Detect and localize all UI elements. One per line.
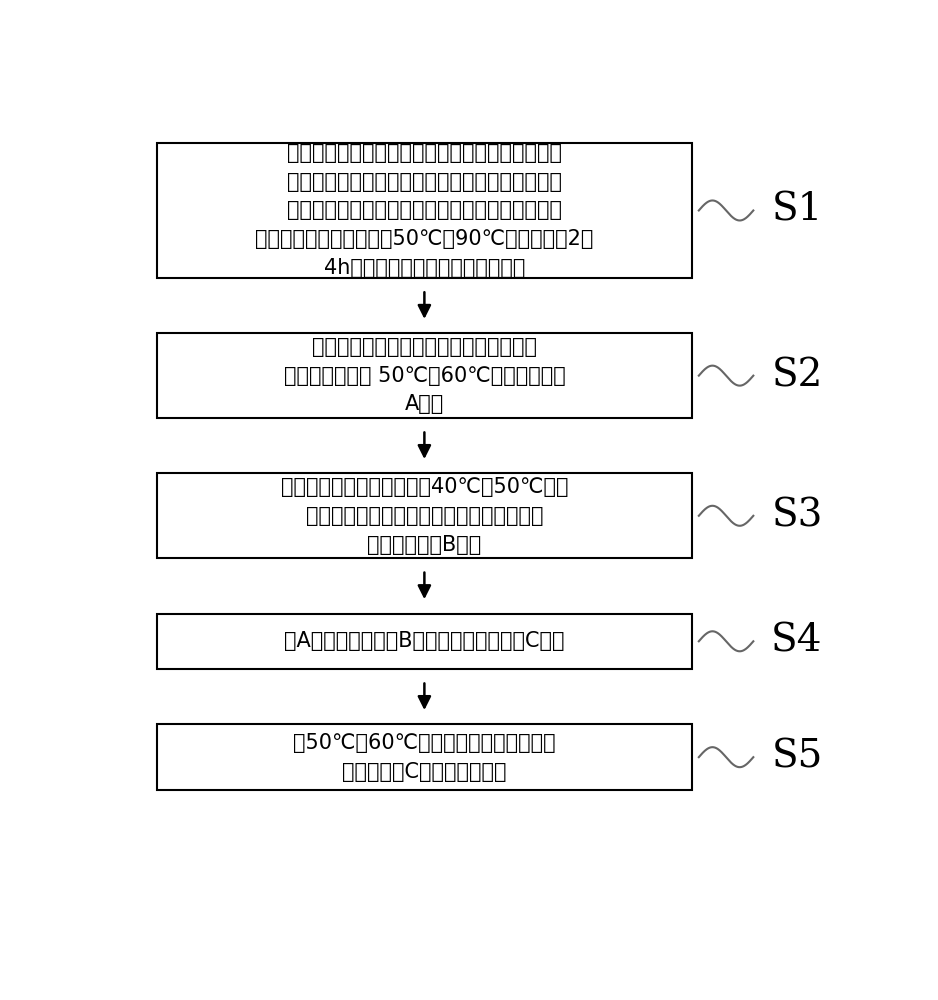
Text: 将A溶液缓慢加入到B溶液中搅拌至均匀为C溶液: 将A溶液缓慢加入到B溶液中搅拌至均匀为C溶液 <box>284 631 565 651</box>
Text: 在搅拌条件下，控制温度为40℃～50℃，将
非离子乳化剂、液体磷酸酯阻燃剂缓慢滴入
去离子水中为B溶液: 在搅拌条件下，控制温度为40℃～50℃，将 非离子乳化剂、液体磷酸酯阻燃剂缓慢滴… <box>280 477 568 555</box>
FancyBboxPatch shape <box>158 143 691 278</box>
Text: S5: S5 <box>771 739 823 776</box>
Text: S4: S4 <box>771 623 823 660</box>
FancyBboxPatch shape <box>158 614 691 669</box>
Text: 在50℃～60℃搅拌条件下，将交联剂缓
慢地加入至C溶液中即得成品: 在50℃～60℃搅拌条件下，将交联剂缓 慢地加入至C溶液中即得成品 <box>293 733 555 782</box>
Text: 将含磷本质聚丙烯酸类乳液缓慢加入溶剂
中，温度保持在 50℃～60℃，搅拌均匀为
A溶液: 将含磷本质聚丙烯酸类乳液缓慢加入溶剂 中，温度保持在 50℃～60℃，搅拌均匀为… <box>283 337 566 414</box>
Text: S3: S3 <box>771 497 823 534</box>
FancyBboxPatch shape <box>158 473 691 558</box>
FancyBboxPatch shape <box>158 333 691 418</box>
Text: 在带有水力空化搅拌装置的仪器中，按比例加入去
离子水、乳化剂、十二烷基硫酸钠、丙烯酸酯类单
体、丙烯酸类单体、乙烯基类单体、含磷丙烯酸酯
单体、过硫酸铵，升温至: 在带有水力空化搅拌装置的仪器中，按比例加入去 离子水、乳化剂、十二烷基硫酸钠、丙… <box>255 143 594 278</box>
FancyBboxPatch shape <box>158 724 691 790</box>
Text: S2: S2 <box>771 357 823 394</box>
Text: S1: S1 <box>771 192 823 229</box>
